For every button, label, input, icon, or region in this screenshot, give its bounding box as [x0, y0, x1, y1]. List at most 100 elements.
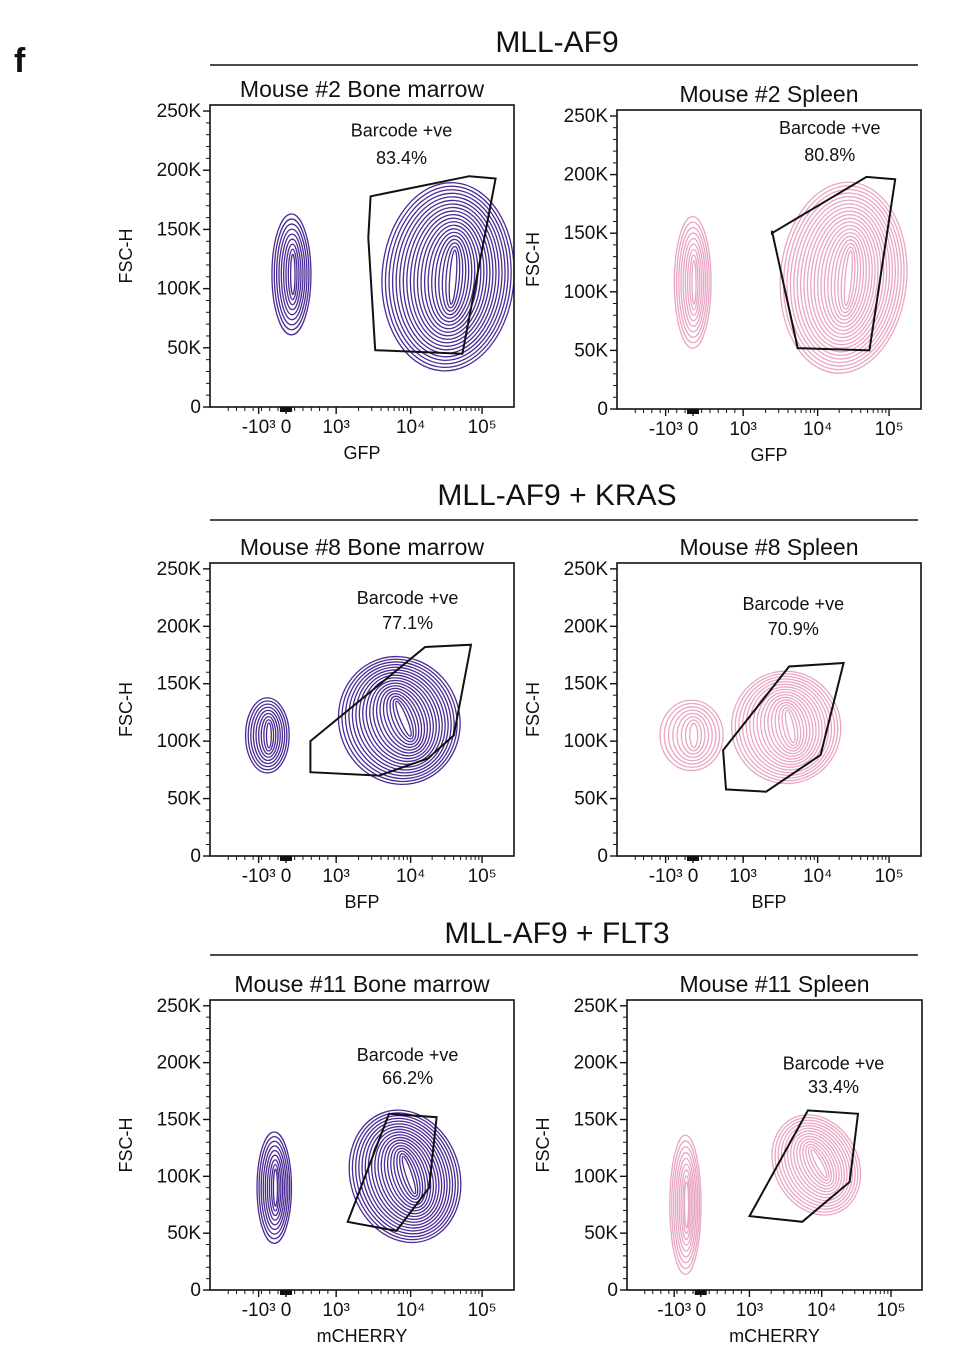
contour-line: [682, 237, 705, 327]
contour-line: [667, 706, 717, 765]
gate-percent: 80.8%: [804, 145, 855, 165]
contour-line: [287, 248, 298, 301]
x-zero-cluster: [280, 407, 292, 412]
contour-line: [358, 671, 443, 768]
contour-line: [392, 698, 415, 740]
contour-line: [749, 683, 826, 771]
plot-frame: [209, 104, 515, 408]
y-tick-label: 50K: [574, 340, 608, 361]
section-title: MLL-AF9: [495, 26, 618, 59]
contour-line: [674, 1151, 697, 1258]
plot-title: Mouse #11 Spleen: [679, 971, 869, 997]
contour-line: [371, 1128, 443, 1223]
contour-line: [390, 1144, 426, 1206]
y-tick-label: 200K: [574, 1053, 619, 1074]
x-tick-label: 10⁵: [875, 866, 904, 887]
contour-line: [445, 245, 461, 309]
y-tick-label: 250K: [157, 559, 202, 580]
x-zero-cluster: [687, 856, 699, 861]
contour-line: [257, 712, 279, 758]
x-tick-label: 10⁵: [877, 1300, 906, 1321]
y-tick-label: 250K: [564, 106, 609, 127]
contour-line: [673, 215, 712, 349]
contour-line: [275, 223, 308, 326]
x-tick-label: -10³: [649, 419, 683, 440]
gate-percent: 70.9%: [768, 619, 819, 639]
contour-line: [391, 192, 506, 361]
contour-line: [802, 1141, 835, 1187]
y-tick-label: 150K: [157, 674, 202, 695]
section-title: MLL-AF9 + KRAS: [437, 479, 676, 512]
x-tick-label: 10⁴: [803, 419, 832, 440]
contour-line: [266, 1154, 284, 1221]
y-axis-label: FSC-H: [533, 1118, 553, 1173]
contour-line: [395, 700, 412, 737]
contour-line: [799, 1138, 838, 1190]
contour-line: [374, 1131, 440, 1221]
contour-line: [830, 235, 865, 321]
plot-frame: [209, 562, 515, 857]
y-tick-label: 250K: [564, 559, 609, 580]
plot-title: Mouse #8 Bone marrow: [240, 534, 485, 560]
contour-line: [684, 719, 702, 752]
contour-line: [793, 196, 897, 360]
y-axis-label: FSC-H: [523, 232, 543, 287]
contour-line: [827, 232, 868, 324]
contour-line: [786, 1127, 848, 1202]
x-tick-label: 10⁵: [468, 866, 497, 887]
contour-line: [777, 1119, 856, 1210]
gate-label: Barcode +ve: [743, 594, 845, 614]
contour-line: [778, 704, 802, 749]
y-tick-label: 150K: [564, 223, 609, 244]
x-tick-label: -10³: [649, 866, 683, 887]
contour-line: [396, 1150, 421, 1201]
plot-frame: [209, 999, 515, 1291]
y-tick-label: 0: [190, 846, 201, 867]
contour-line: [678, 1163, 694, 1246]
gate-label: Barcode +ve: [779, 118, 881, 138]
y-tick-label: 250K: [157, 996, 202, 1017]
contour-line: [290, 253, 296, 296]
contour-line: [401, 1155, 417, 1195]
y-tick-label: 100K: [157, 731, 202, 752]
contour-line: [420, 221, 482, 333]
contour-line: [770, 699, 808, 755]
contour-line: [351, 666, 449, 774]
y-axis-label: FSC-H: [523, 682, 543, 737]
contour-line: [369, 679, 434, 760]
contour-line: [361, 1120, 451, 1232]
x-tick-label: 0: [281, 417, 292, 438]
gate-percent: 83.4%: [376, 148, 427, 168]
contour-group: [659, 670, 842, 785]
contour-line: [438, 238, 467, 316]
plot-frame: [626, 999, 923, 1291]
contour-line: [672, 709, 713, 762]
contour-line: [252, 706, 284, 765]
contour-line: [680, 232, 707, 333]
contour-line: [367, 1125, 445, 1226]
x-tick-label: 0: [688, 866, 699, 887]
x-tick-label: 10³: [736, 1300, 763, 1321]
contour-line: [689, 722, 699, 749]
y-tick-label: 100K: [564, 282, 609, 303]
x-tick-label: -10³: [242, 1300, 276, 1321]
contour-line: [784, 709, 796, 744]
gate-polygon: [747, 1109, 860, 1223]
panel-label: f: [14, 42, 26, 80]
contour-line: [413, 213, 488, 340]
contour-line: [285, 243, 300, 306]
contour-line: [686, 248, 701, 316]
x-tick-label: 0: [281, 1300, 292, 1321]
y-tick-label: 50K: [167, 1223, 201, 1244]
x-tick-label: 0: [688, 419, 699, 440]
contour-line: [789, 192, 899, 364]
contour-line: [672, 1146, 699, 1264]
plot-title: Mouse #8 Spleen: [679, 534, 858, 560]
x-tick-label: 10³: [729, 866, 756, 887]
x-tick-label: -10³: [657, 1300, 691, 1321]
plot-title: Mouse #2 Bone marrow: [240, 76, 485, 102]
y-tick-label: 200K: [564, 616, 609, 637]
contour-line: [676, 1157, 696, 1252]
contour-line: [351, 1112, 459, 1241]
